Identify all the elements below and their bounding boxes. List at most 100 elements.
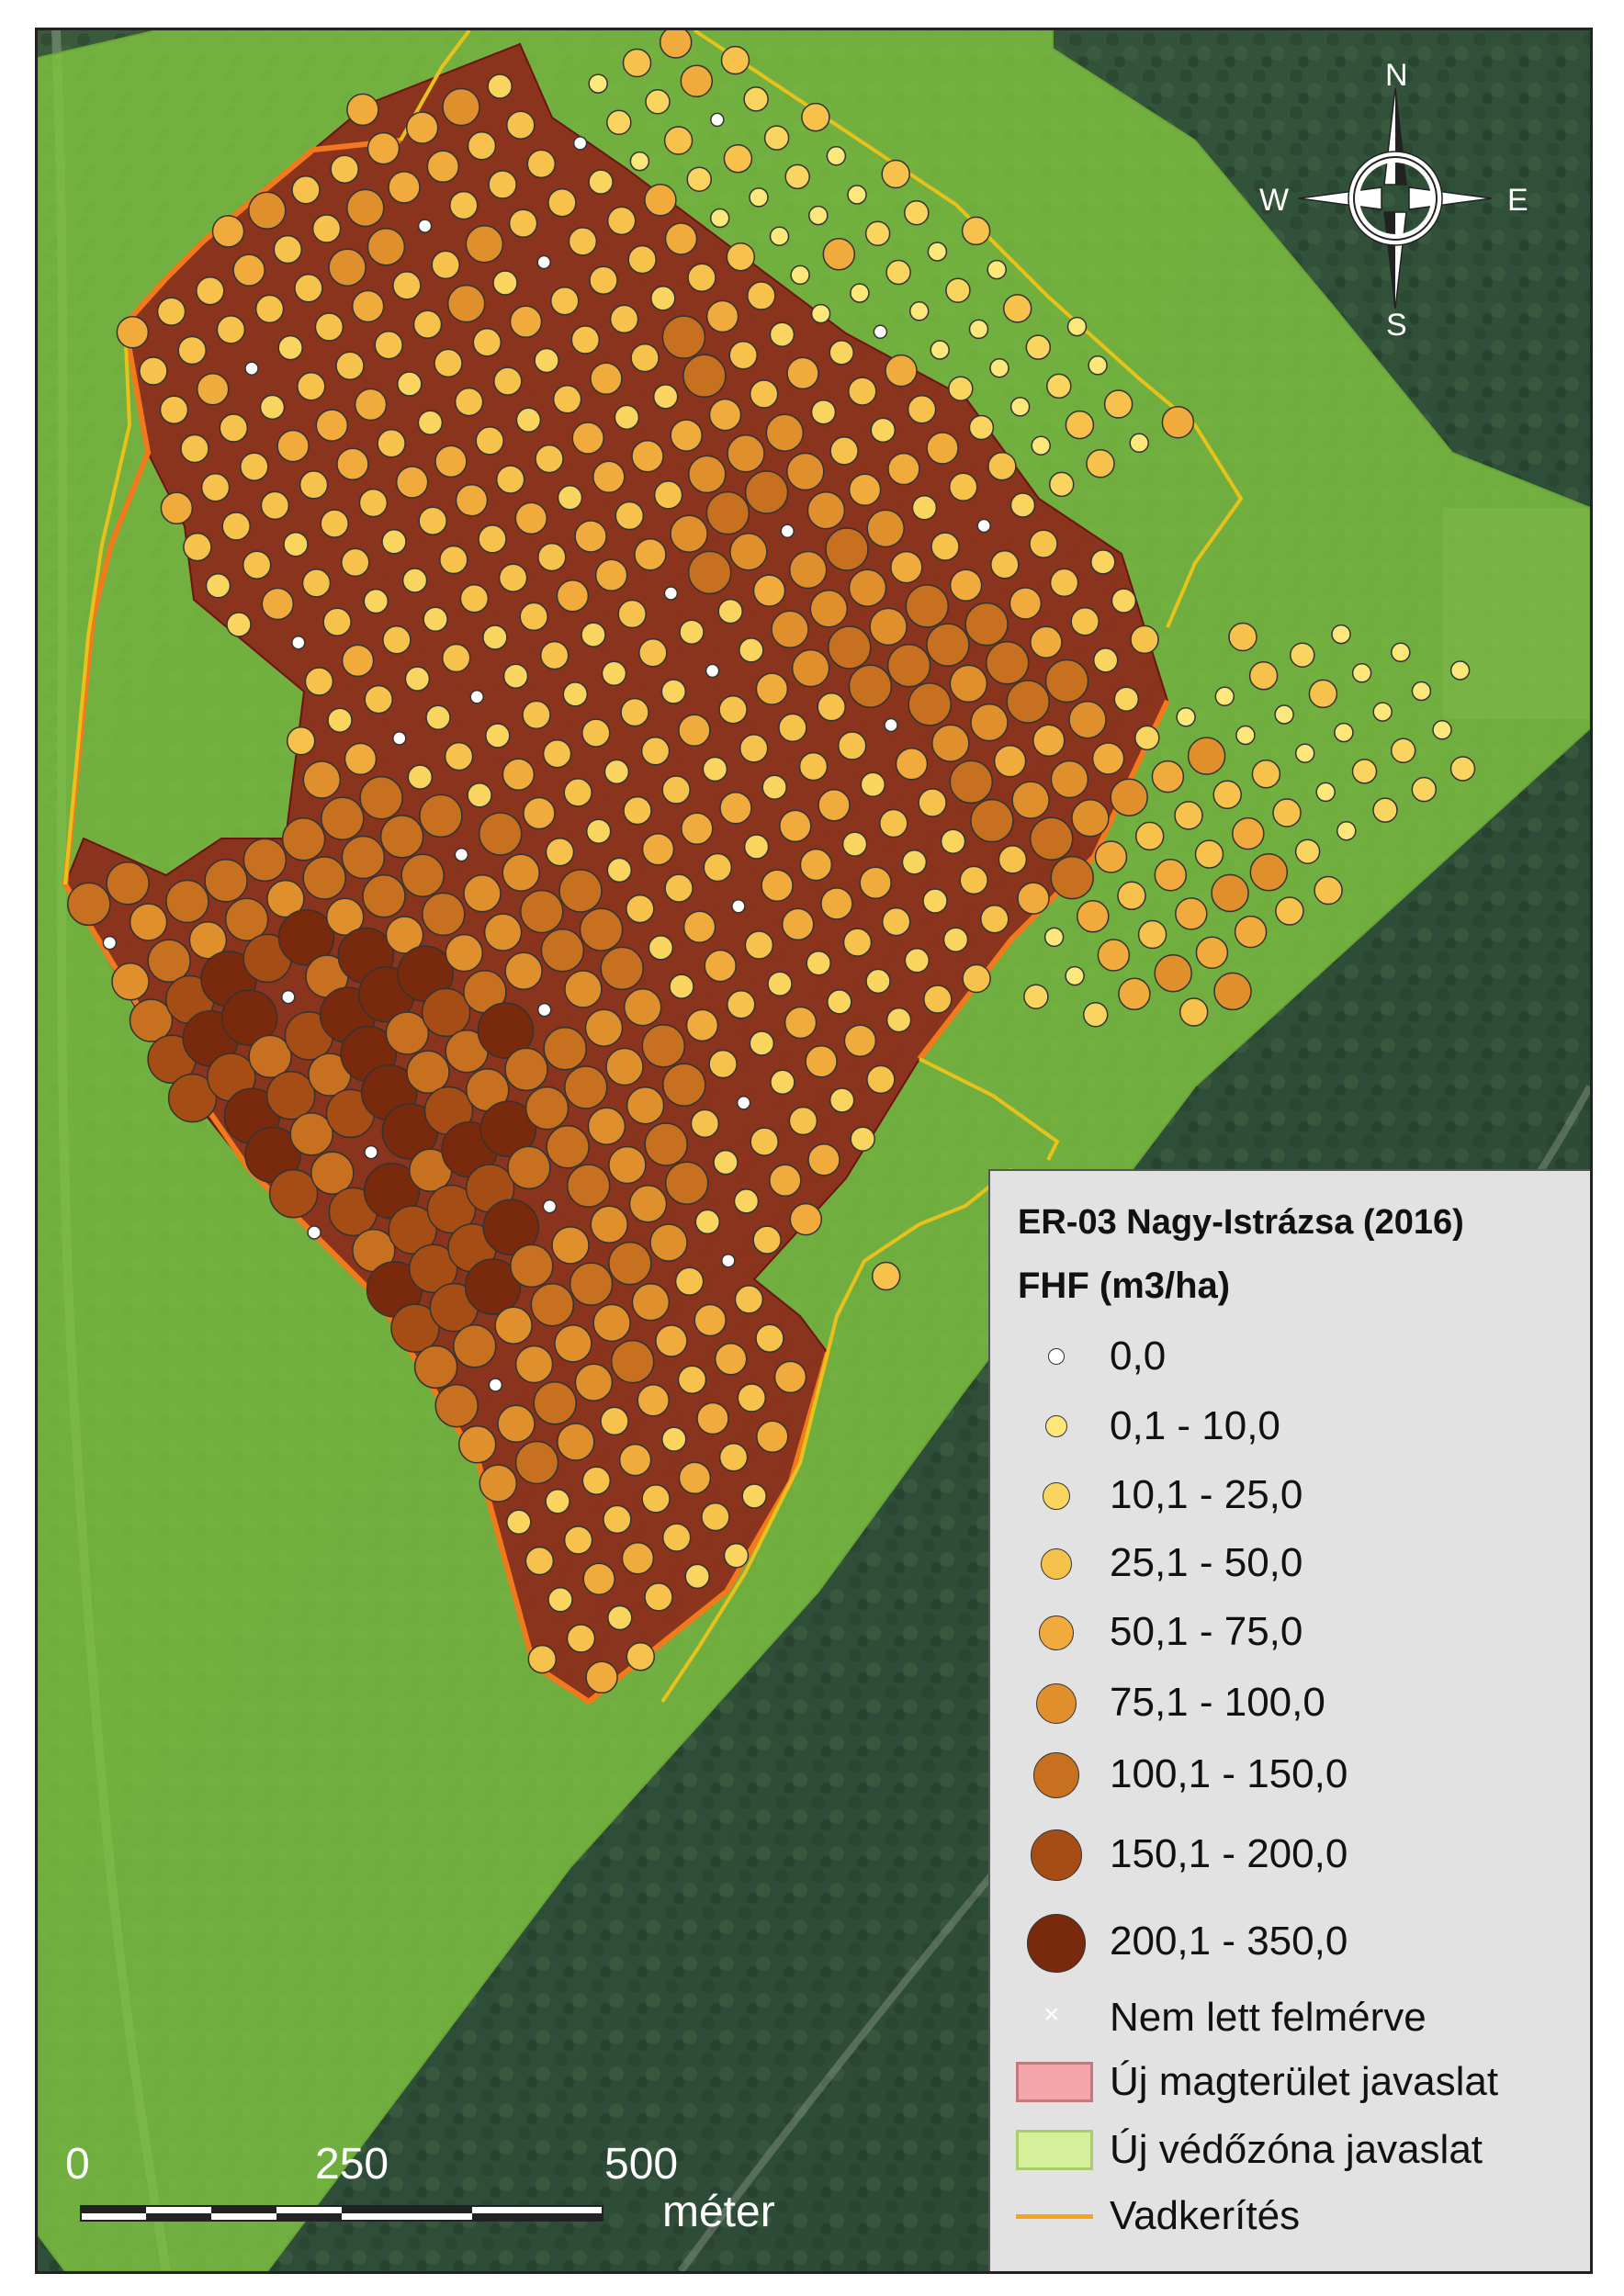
sample-point xyxy=(584,1008,624,1047)
sample-point xyxy=(488,170,517,199)
sample-point xyxy=(588,73,608,94)
sample-point xyxy=(546,1125,590,1169)
legend-label-not-surveyed: Nem lett felmérve xyxy=(1110,1995,1427,2040)
sample-point xyxy=(200,473,231,502)
sample-point xyxy=(1275,896,1304,926)
sample-point xyxy=(1077,900,1110,933)
sample-point xyxy=(645,89,671,115)
sample-point xyxy=(478,524,507,554)
map-canvas[interactable] xyxy=(38,30,1590,2271)
sample-point xyxy=(729,533,768,571)
sample-point xyxy=(626,1086,665,1125)
sample-point xyxy=(678,714,711,747)
sample-point xyxy=(547,1587,573,1613)
sample-point xyxy=(488,1378,503,1392)
sample-point xyxy=(320,509,349,538)
sample-point xyxy=(514,1440,559,1485)
sample-point xyxy=(1351,663,1372,683)
sample-point xyxy=(479,1100,537,1157)
sample-point xyxy=(1274,704,1294,725)
sample-point xyxy=(539,640,570,670)
sample-point xyxy=(211,215,245,248)
sample-point xyxy=(661,1426,687,1452)
sample-point xyxy=(562,681,589,707)
sample-point xyxy=(265,1070,316,1120)
sample-point xyxy=(497,1404,536,1444)
sample-point xyxy=(990,550,1020,580)
sample-point xyxy=(494,1306,533,1345)
sample-point xyxy=(526,149,557,179)
sample-point xyxy=(949,568,983,602)
sample-point xyxy=(911,495,938,521)
sample-point xyxy=(750,1127,779,1156)
sample-point xyxy=(1031,435,1051,456)
sample-point xyxy=(650,286,676,311)
sample-point xyxy=(408,1244,458,1294)
sample-point xyxy=(749,1030,775,1056)
sample-point xyxy=(455,483,489,517)
sample-point xyxy=(1137,919,1167,950)
sample-point xyxy=(615,501,645,531)
sample-point xyxy=(809,590,849,628)
sample-point xyxy=(557,485,583,511)
sample-point xyxy=(177,335,207,366)
sample-point xyxy=(770,1069,795,1096)
sample-point xyxy=(220,989,278,1046)
sample-point xyxy=(677,1365,707,1395)
sample-point xyxy=(930,532,960,561)
sample-point xyxy=(392,271,422,300)
sample-point xyxy=(566,1164,611,1208)
sample-point xyxy=(1211,873,1249,913)
sample-point xyxy=(866,509,905,548)
sample-point xyxy=(918,788,947,817)
sample-point xyxy=(727,434,765,473)
sample-point xyxy=(459,583,490,613)
sample-point xyxy=(302,856,346,900)
sample-point xyxy=(464,1258,522,1315)
sample-point xyxy=(492,270,518,296)
sample-point xyxy=(1050,760,1089,799)
sample-point xyxy=(721,1253,736,1268)
sample-point xyxy=(790,264,810,286)
sample-point xyxy=(522,700,551,730)
legend-symbol-class-4 xyxy=(1039,1615,1074,1650)
sample-point xyxy=(923,985,953,1014)
sample-point xyxy=(1049,568,1079,598)
sample-point xyxy=(945,277,971,303)
sample-point xyxy=(1161,405,1195,439)
sample-point xyxy=(806,950,831,976)
sample-point xyxy=(779,809,812,843)
sample-point xyxy=(590,1205,628,1244)
sample-point xyxy=(515,407,542,433)
sample-point xyxy=(302,760,342,799)
legend-symbol-class-6 xyxy=(1033,1752,1079,1798)
sample-point xyxy=(281,989,296,1005)
sample-point xyxy=(674,1266,705,1296)
sample-point xyxy=(445,933,484,973)
sample-point xyxy=(968,414,995,441)
sample-point xyxy=(574,520,607,553)
sample-point xyxy=(638,638,668,668)
sample-point xyxy=(1432,720,1452,740)
sample-point xyxy=(358,488,389,518)
legend-symbol-class-1 xyxy=(1045,1415,1067,1437)
sample-point xyxy=(703,852,733,883)
sample-point xyxy=(905,584,950,628)
sample-point xyxy=(723,1543,750,1569)
sample-point xyxy=(545,1489,570,1514)
sample-point xyxy=(1009,492,1036,518)
legend-label-class-2: 10,1 - 25,0 xyxy=(1110,1472,1303,1517)
sample-point xyxy=(1011,781,1050,819)
sample-point xyxy=(881,159,910,189)
sample-point xyxy=(167,1073,218,1123)
sample-point xyxy=(778,713,807,743)
sample-point xyxy=(820,887,853,920)
sample-point xyxy=(1176,707,1196,727)
sample-point xyxy=(705,663,720,679)
sample-point xyxy=(592,1303,631,1343)
sample-point xyxy=(841,831,868,857)
sample-point xyxy=(477,1002,535,1059)
legend-symbol-fence xyxy=(1016,2214,1093,2219)
sample-point xyxy=(159,395,189,425)
sample-point xyxy=(261,587,295,621)
